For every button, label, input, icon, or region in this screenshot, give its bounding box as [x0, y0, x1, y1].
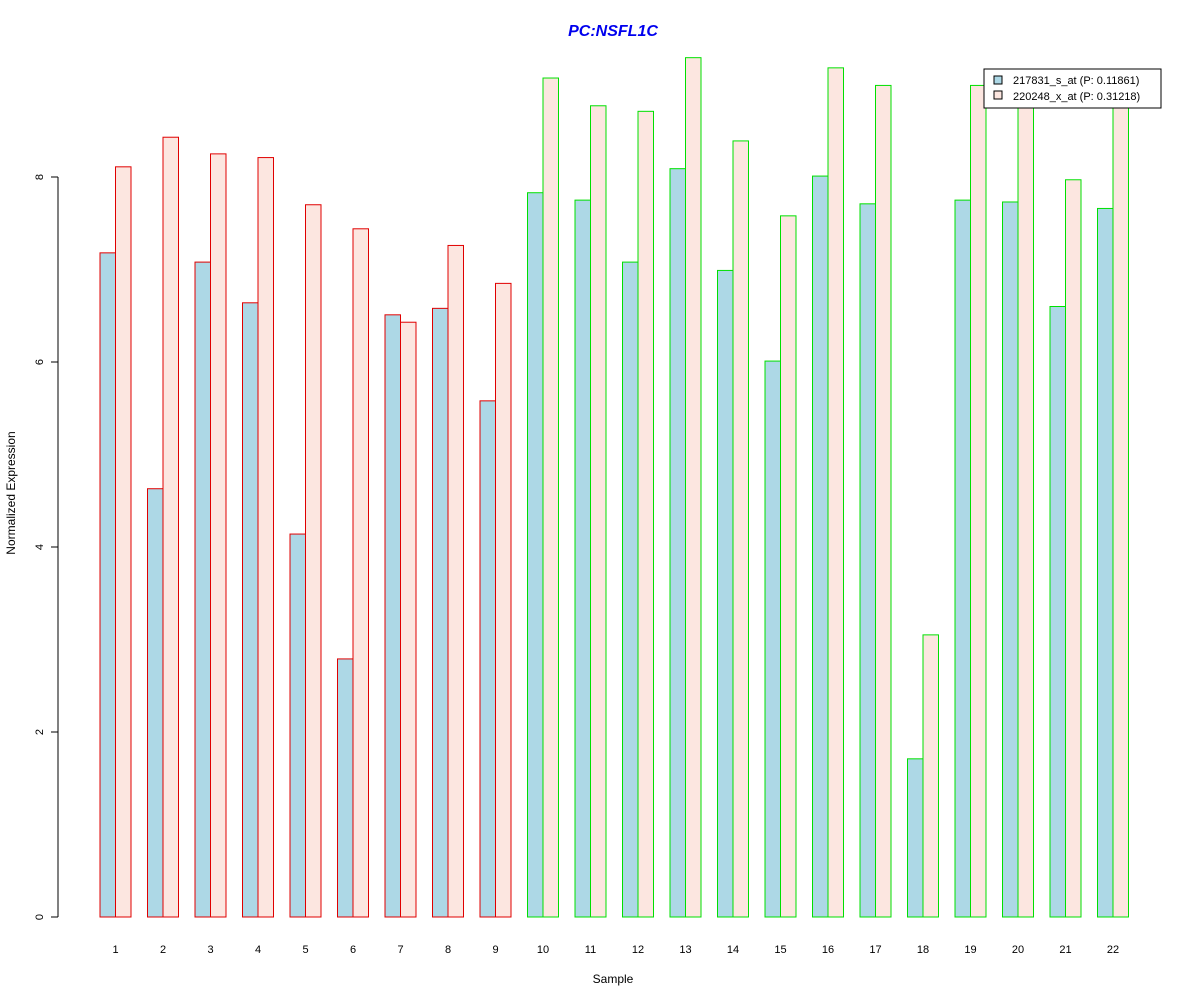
bar-s2-12 [637, 110, 654, 918]
x-tick-label-14: 14 [727, 944, 739, 956]
bar-s1-4 [242, 302, 259, 918]
bar-s2-4 [257, 157, 274, 918]
legend: 217831_s_at (P: 0.11861) 220248_x_at (P:… [983, 68, 1162, 109]
bar-s1-17 [859, 203, 876, 918]
x-tick-label-12: 12 [632, 944, 644, 956]
legend-swatch-2 [993, 90, 1003, 100]
bar-s2-21 [1065, 179, 1082, 918]
x-tick-label-21: 21 [1059, 944, 1071, 956]
bar-s1-6 [337, 658, 354, 918]
bar-s2-17 [875, 84, 892, 918]
x-tick-label-13: 13 [679, 944, 691, 956]
bar-s1-2 [147, 488, 164, 918]
x-tick-label-11: 11 [585, 944, 596, 956]
x-tick-label-15: 15 [774, 944, 786, 956]
x-tick-label-17: 17 [869, 944, 881, 956]
y-tick-label-6: 6 [34, 359, 46, 365]
bar-s1-20 [1002, 201, 1019, 918]
bar-s2-9 [495, 282, 512, 918]
legend-box [983, 68, 1162, 109]
y-tick-label-2: 2 [34, 729, 46, 735]
x-tick-label-10: 10 [537, 944, 549, 956]
legend-label-2: 220248_x_at (P: 0.31218) [1013, 91, 1140, 103]
bar-s1-8 [432, 307, 449, 918]
bar-s2-3 [210, 153, 227, 918]
bar-s2-1 [115, 166, 132, 918]
bar-s1-9 [479, 400, 496, 918]
bar-s1-21 [1049, 306, 1066, 918]
x-tick-label-5: 5 [302, 944, 308, 956]
bar-s1-19 [954, 199, 971, 918]
bar-s1-12 [622, 261, 639, 918]
x-tick-label-4: 4 [255, 944, 261, 956]
x-tick-label-18: 18 [917, 944, 929, 956]
x-tick-label-8: 8 [445, 944, 451, 956]
bars-group [99, 57, 1129, 918]
x-tick-label-16: 16 [822, 944, 834, 956]
bar-s2-15 [780, 215, 797, 918]
y-axis-label: Normalized Expression [4, 431, 18, 554]
x-tick-label-7: 7 [397, 944, 403, 956]
x-tick-label-3: 3 [207, 944, 213, 956]
legend-swatch-1 [993, 75, 1003, 85]
bar-s2-7 [400, 321, 417, 918]
x-tick-label-2: 2 [160, 944, 166, 956]
bar-s2-20 [1017, 86, 1034, 918]
legend-label-1: 217831_s_at (P: 0.11861) [1013, 75, 1139, 87]
bar-s2-13 [685, 57, 702, 918]
bar-s1-11 [574, 199, 591, 918]
bar-s1-18 [907, 758, 924, 918]
y-tick-label-8: 8 [34, 174, 46, 180]
bar-s2-22 [1112, 99, 1129, 918]
y-ticks-group: 0 2 4 6 8 [34, 174, 58, 920]
x-tick-label-22: 22 [1107, 944, 1119, 956]
bar-s1-1 [99, 252, 116, 918]
bar-s2-2 [162, 136, 179, 918]
bar-s2-14 [732, 140, 749, 918]
x-axis-label: Sample [593, 972, 634, 986]
bar-s1-7 [384, 314, 401, 918]
bar-s1-5 [289, 533, 306, 918]
bar-s1-22 [1097, 207, 1114, 918]
x-tick-label-20: 20 [1012, 944, 1024, 956]
bar-s1-14 [717, 269, 734, 918]
x-tick-label-1: 1 [112, 944, 118, 956]
bar-s2-11 [590, 105, 607, 918]
bar-s2-10 [542, 77, 559, 918]
x-ticks-group: 1 2 3 4 5 6 7 8 9 10 11 12 13 14 15 16 17 18 19 20 21 22 [112, 944, 1119, 956]
bar-s2-5 [305, 204, 322, 918]
bar-s1-10 [527, 192, 544, 918]
bar-s2-19 [970, 84, 987, 918]
chart-title: PC:NSFL1C [568, 23, 658, 40]
bar-s1-15 [764, 360, 781, 918]
bar-s1-3 [194, 261, 211, 918]
bar-s2-6 [352, 228, 369, 918]
bar-s2-8 [447, 244, 464, 918]
bar-s2-18 [922, 634, 939, 918]
bar-s1-13 [669, 168, 686, 918]
bar-s2-16 [827, 67, 844, 918]
x-tick-label-9: 9 [492, 944, 498, 956]
x-tick-label-6: 6 [350, 944, 356, 956]
y-tick-label-4: 4 [34, 544, 46, 550]
y-tick-label-0: 0 [34, 914, 46, 920]
bar-s1-16 [812, 175, 829, 918]
x-tick-label-19: 19 [964, 944, 976, 956]
